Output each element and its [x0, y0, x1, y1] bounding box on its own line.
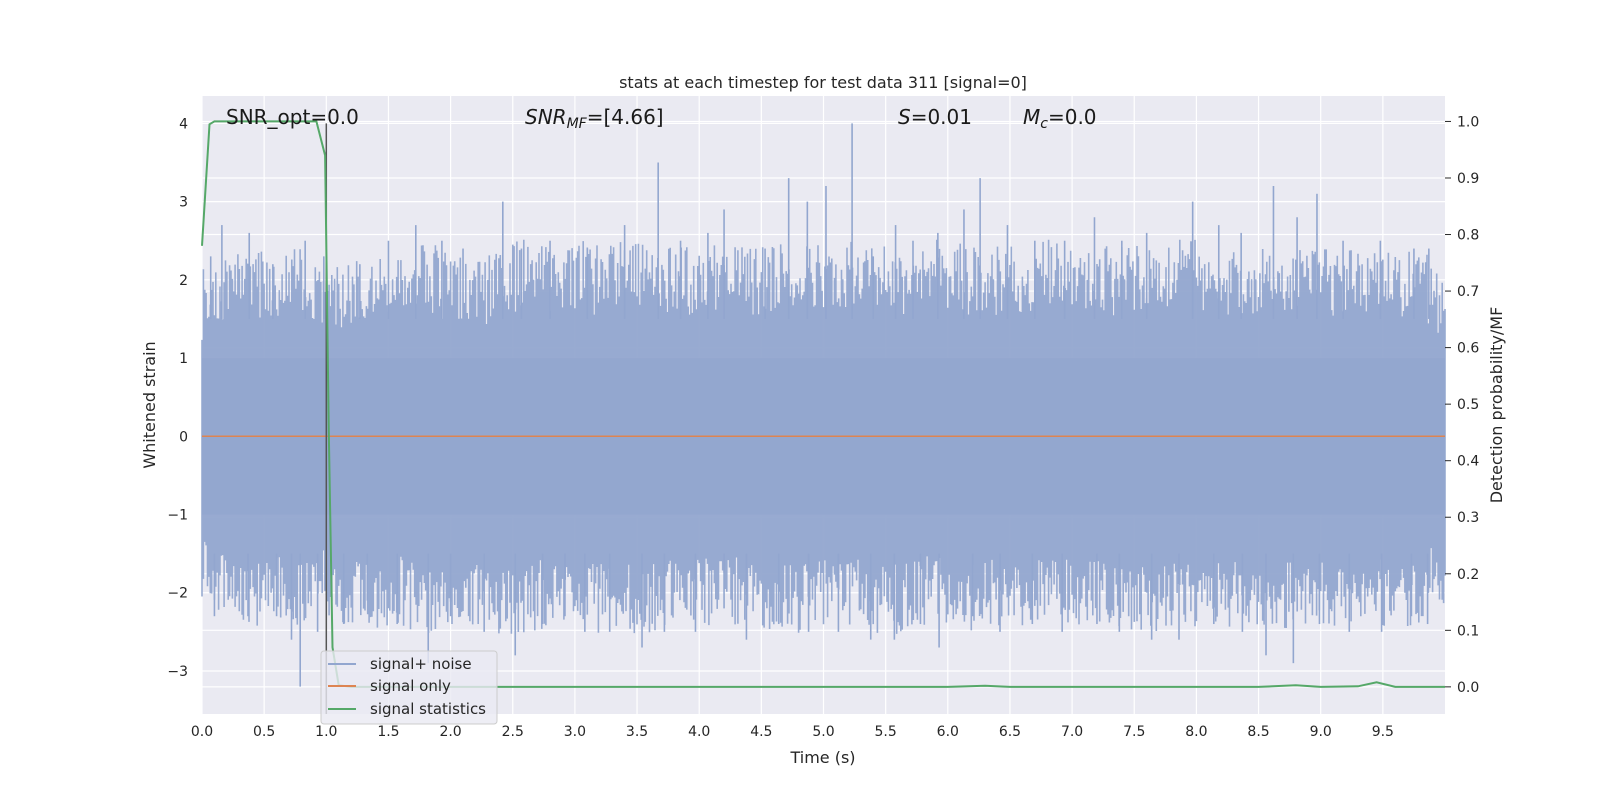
legend: signal+ noise signal only signal statist…	[320, 650, 498, 725]
y-tick-label: −2	[167, 586, 188, 602]
y-tick-label: 4	[179, 116, 188, 132]
y2-tick-label: 0.5	[1457, 397, 1479, 413]
x-axis-label: Time (s)	[789, 748, 855, 767]
x-tick-label: 6.5	[999, 724, 1021, 740]
x-tick-label: 2.0	[439, 724, 461, 740]
mc-symbol: M	[1023, 105, 1040, 129]
y-axis-ticks: −3 −2 −1 0 1 2 3 4	[167, 116, 188, 680]
x-tick-label: 9.0	[1310, 724, 1332, 740]
x-tick-label: 7.5	[1123, 724, 1145, 740]
mc-subscript: c	[1040, 116, 1048, 132]
y2-axis-label: Detection probability/MF	[1487, 307, 1506, 504]
y2-tick-label: 0.0	[1457, 680, 1479, 696]
x-tick-label: 9.5	[1372, 724, 1394, 740]
y-tick-label: −3	[167, 664, 188, 680]
y-tick-label: 1	[179, 351, 188, 367]
annotation-snr-opt: SNR_opt=0.0	[226, 105, 359, 129]
x-tick-label: 1.5	[377, 724, 399, 740]
x-tick-label: 1.0	[315, 724, 337, 740]
legend-box	[320, 650, 498, 725]
chart-title: stats at each timestep for test data 311…	[619, 73, 1027, 92]
snr-mf-symbol: SNR	[525, 105, 567, 129]
x-tick-label: 4.5	[750, 724, 772, 740]
snr-mf-value: =[4.66]	[587, 105, 664, 129]
y2-tick-label: 0.7	[1457, 284, 1479, 300]
s-symbol: S	[898, 105, 911, 129]
x-tick-label: 0.5	[253, 724, 275, 740]
y2-tick-label: 0.9	[1457, 171, 1479, 187]
y2-tick-label: 0.8	[1457, 228, 1479, 244]
s-value: =0.01	[911, 105, 972, 129]
x-tick-label: 7.0	[1061, 724, 1083, 740]
y2-tick-label: 0.3	[1457, 510, 1479, 526]
legend-label-signal-noise: signal+ noise	[370, 655, 472, 673]
y2-tick-label: 1.0	[1457, 114, 1479, 130]
x-tick-label: 3.5	[626, 724, 648, 740]
y2-tick-label: 0.4	[1457, 454, 1479, 470]
y2-tick-label: 0.2	[1457, 567, 1479, 583]
mc-value: =0.0	[1048, 105, 1097, 129]
snr-mf-subscript: MF	[567, 116, 588, 132]
x-tick-label: 3.0	[564, 724, 586, 740]
y2-tick-label: 0.1	[1457, 623, 1479, 639]
y2-tick-label: 0.6	[1457, 341, 1479, 357]
x-tick-label: 0.0	[191, 724, 213, 740]
x-tick-label: 5.5	[875, 724, 897, 740]
annotation-snr-mf: SNRMF=[4.66]	[525, 105, 664, 132]
x-tick-label: 8.5	[1247, 724, 1269, 740]
annotation-mc: Mc=0.0	[1023, 105, 1097, 132]
x-tick-label: 4.0	[688, 724, 710, 740]
x-axis-ticks: 0.0 0.5 1.0 1.5 2.0 2.5 3.0 3.5 4.0 4.5 5.0 5.5 6.0 6…	[191, 724, 1394, 740]
signal-statistics-line	[201, 120, 1445, 688]
y-tick-label: −1	[167, 508, 188, 524]
annotation-s: S=0.01	[898, 105, 972, 129]
x-tick-label: 2.5	[502, 724, 524, 740]
legend-label-signal-statistics: signal statistics	[370, 700, 486, 718]
x-tick-label: 8.0	[1185, 724, 1207, 740]
y-tick-label: 2	[179, 273, 188, 289]
y-axis-label: Whitened strain	[140, 341, 159, 468]
y-tick-label: 3	[179, 195, 188, 211]
y-tick-label: 0	[179, 429, 188, 445]
y2-axis-ticks: 0.0 0.1 0.2 0.3 0.4 0.5 0.6 0.7 0.8 0.9 1.0	[1445, 114, 1479, 696]
legend-label-signal-only: signal only	[370, 677, 451, 695]
x-tick-label: 6.0	[937, 724, 959, 740]
signal-statistics-series	[201, 120, 1445, 688]
x-tick-label: 5.0	[812, 724, 834, 740]
